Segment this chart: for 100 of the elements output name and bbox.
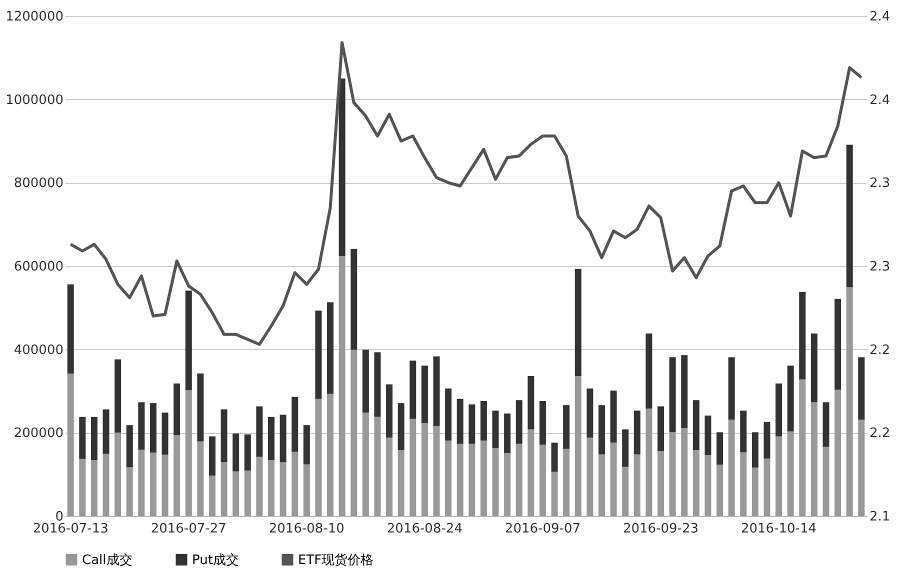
bar <box>256 456 263 516</box>
bar <box>208 476 216 516</box>
bar <box>185 390 192 516</box>
bar <box>764 422 770 458</box>
bar <box>716 464 724 516</box>
bar <box>634 410 640 454</box>
bar <box>799 379 806 516</box>
bar <box>516 444 522 516</box>
bar <box>692 400 700 450</box>
bar <box>610 442 617 516</box>
bar <box>669 432 676 516</box>
bar <box>468 404 476 444</box>
bar <box>292 396 298 452</box>
bar <box>79 458 86 516</box>
bar <box>220 409 228 462</box>
bar <box>280 462 286 516</box>
bar <box>433 426 440 516</box>
x-tick-label: 2016-08-10 <box>268 522 344 536</box>
bar <box>220 462 228 516</box>
bar <box>398 450 404 516</box>
bar <box>646 334 652 408</box>
bar <box>776 436 782 516</box>
bar <box>563 448 570 516</box>
bar <box>350 248 358 350</box>
bar <box>185 290 192 390</box>
bar <box>622 466 629 516</box>
bar <box>244 470 251 516</box>
bar <box>810 334 818 402</box>
bar <box>740 410 747 452</box>
bar <box>327 302 334 394</box>
bar <box>681 355 688 428</box>
bar <box>256 406 263 457</box>
bar <box>150 403 156 453</box>
bar <box>421 366 428 424</box>
x-tick-label: 2016-07-13 <box>32 522 108 536</box>
bar <box>315 310 322 399</box>
bar <box>303 425 310 464</box>
bar <box>208 436 216 476</box>
bar <box>232 471 240 516</box>
bar <box>539 444 546 516</box>
bar <box>338 78 346 256</box>
bar <box>398 403 404 450</box>
bar <box>268 416 274 460</box>
bar <box>704 455 712 516</box>
bar <box>634 454 640 516</box>
bar <box>787 431 794 516</box>
bar <box>303 464 310 516</box>
bar <box>752 468 758 516</box>
bar <box>598 454 605 516</box>
bar <box>528 429 534 516</box>
bar <box>539 401 546 445</box>
bar <box>374 352 381 417</box>
bar <box>622 429 629 467</box>
bar <box>197 374 204 442</box>
bar <box>138 450 145 516</box>
bar <box>79 416 86 459</box>
x-tick-label: 2016-07-27 <box>150 522 226 536</box>
bar <box>586 438 594 516</box>
x-tick-label: 2016-09-07 <box>504 522 580 536</box>
bar <box>374 416 381 516</box>
legend-label: Call成交 <box>82 552 132 568</box>
x-tick-label: 2016-10-14 <box>740 522 817 536</box>
bar <box>174 384 180 436</box>
x-tick-label: 2016-09-23 <box>622 522 699 536</box>
bar <box>610 390 617 443</box>
bar <box>174 435 180 516</box>
bar <box>658 451 664 516</box>
bar <box>846 144 853 288</box>
bar <box>445 388 452 441</box>
bar <box>456 444 464 516</box>
bar <box>658 406 664 451</box>
bar <box>102 454 110 516</box>
bar <box>858 357 865 420</box>
bar <box>138 402 145 450</box>
bar <box>858 420 865 516</box>
bar <box>268 460 274 516</box>
y2-tick-label: 2.3 <box>870 260 890 274</box>
bar <box>551 442 558 472</box>
bar <box>445 440 452 516</box>
bar <box>787 366 794 432</box>
bar <box>480 401 487 441</box>
bar <box>433 356 440 426</box>
bar <box>421 423 428 516</box>
bar <box>410 418 416 516</box>
bar <box>810 402 818 516</box>
bar <box>834 298 842 390</box>
bar <box>114 359 122 433</box>
y2-tick-label: 2.4 <box>870 10 890 24</box>
bar <box>776 384 782 436</box>
bar <box>716 432 724 465</box>
bar <box>646 408 652 516</box>
bar <box>822 402 830 447</box>
bar <box>232 434 240 472</box>
bar <box>704 416 712 456</box>
bar <box>67 284 74 374</box>
bar <box>102 409 110 454</box>
bar <box>574 376 582 516</box>
bar <box>114 432 122 516</box>
bar <box>740 452 747 516</box>
bar <box>362 350 369 413</box>
